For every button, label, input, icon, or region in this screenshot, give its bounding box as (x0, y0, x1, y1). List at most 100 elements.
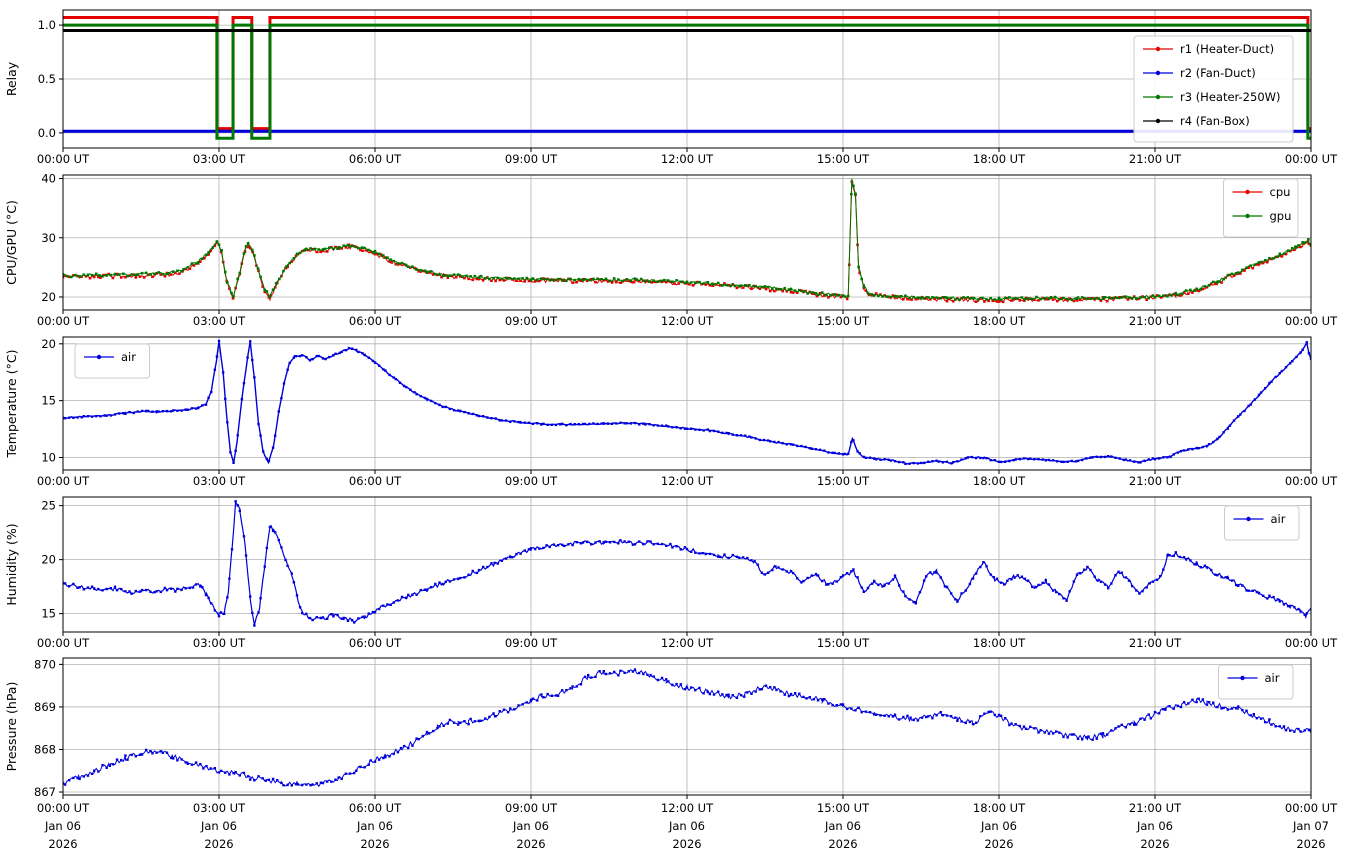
legend-marker-icon (1245, 189, 1250, 195)
y-axis-label: CPU/GPU (°C) (4, 200, 19, 285)
x-tick-label: 00:00 UT (1285, 636, 1338, 650)
legend-label: air (121, 350, 136, 364)
x-date-label: Jan 06 (512, 819, 549, 833)
x-tick-label: 18:00 UT (973, 474, 1026, 488)
x-tick-label: 09:00 UT (505, 314, 558, 328)
legend-label: air (1271, 512, 1286, 526)
x-date-label: Jan 06 (200, 819, 237, 833)
x-year-label: 2026 (828, 837, 857, 851)
legend: cpu gpu (1223, 178, 1299, 238)
x-year-label: 2026 (204, 837, 233, 851)
x-tick-label: 21:00 UT (1129, 152, 1182, 166)
x-tick-label: 15:00 UT (817, 152, 870, 166)
legend-label: r1 (Heater-Duct) (1180, 42, 1274, 56)
x-tick-label: 15:00 UT (817, 636, 870, 650)
x-tick-label: 12:00 UT (661, 152, 714, 166)
x-year-label: 2026 (672, 837, 701, 851)
panel-cpu-gpu-c: 00:00 UT 03:00 UT 06:00 UT 09:00 UT 12:00 UT… (4, 172, 1338, 328)
x-tick-label: 06:00 UT (349, 801, 402, 815)
x-tick-label: 00:00 UT (1285, 474, 1338, 488)
legend-label: air (1265, 671, 1280, 685)
panel-temperature-c: 00:00 UT 03:00 UT 06:00 UT 09:00 UT 12:00 UT… (4, 336, 1338, 488)
x-tick-label: 12:00 UT (661, 636, 714, 650)
x-tick-label: 18:00 UT (973, 314, 1026, 328)
x-tick-label: 15:00 UT (817, 801, 870, 815)
x-tick-label: 03:00 UT (193, 801, 246, 815)
x-year-label: 2026 (516, 837, 545, 851)
y-tick-label: 20 (41, 553, 56, 567)
legend-marker-icon (1245, 213, 1250, 219)
x-tick-label: 00:00 UT (37, 474, 90, 488)
legend-label: cpu (1270, 185, 1291, 199)
legend: r1 (Heater-Duct) r2 (Fan-Duct) r3 (Heater-… (1133, 35, 1294, 143)
y-axis-label: Temperature (°C) (4, 350, 19, 459)
x-tick-label: 12:00 UT (661, 314, 714, 328)
x-date-label: Jan 06 (44, 819, 81, 833)
x-tick-label: 00:00 UT (37, 801, 90, 815)
x-tick-label: 03:00 UT (193, 152, 246, 166)
legend: air (74, 343, 150, 379)
y-tick-label: 20 (41, 290, 56, 304)
x-tick-label: 03:00 UT (193, 314, 246, 328)
x-tick-label: 18:00 UT (973, 152, 1026, 166)
panel-pressure-hpa: 00:00 UT Jan 06 2026 03:00 UT Jan 06 2026 06:0… (4, 657, 1338, 851)
x-date-label: Jan 06 (668, 819, 705, 833)
y-tick-label: 1.0 (38, 18, 56, 32)
y-tick-label: 870 (34, 657, 56, 671)
x-date-label: Jan 06 (1136, 819, 1173, 833)
x-year-label: 2026 (360, 837, 389, 851)
x-tick-label: 12:00 UT (661, 474, 714, 488)
y-tick-label: 25 (41, 499, 56, 513)
x-tick-label: 09:00 UT (505, 801, 558, 815)
axis-ticks (59, 178, 1312, 314)
x-tick-label: 00:00 UT (37, 152, 90, 166)
legend: air (1218, 664, 1294, 700)
series-group (63, 500, 1311, 627)
x-tick-label: 21:00 UT (1129, 474, 1182, 488)
legend-label: r2 (Fan-Duct) (1180, 66, 1256, 80)
series-line-r3-heater-250w- (63, 23, 1311, 140)
x-year-label: 2026 (984, 837, 1013, 851)
axis-ticks (59, 343, 1312, 474)
legend-label: r4 (Fan-Box) (1180, 114, 1250, 128)
axis-ticks (59, 505, 1312, 636)
x-tick-label: 00:00 UT (1285, 314, 1338, 328)
legend-marker-icon (1155, 118, 1161, 124)
x-tick-label: 18:00 UT (973, 636, 1026, 650)
series-group (63, 178, 1311, 304)
legend-label: r3 (Heater-250W) (1180, 90, 1281, 104)
x-tick-label: 21:00 UT (1129, 636, 1182, 650)
legend: air (1224, 505, 1300, 541)
legend-marker-icon (1246, 516, 1251, 522)
x-tick-label: 15:00 UT (817, 474, 870, 488)
x-tick-label: 21:00 UT (1129, 801, 1182, 815)
y-tick-label: 20 (41, 337, 56, 351)
x-tick-label: 06:00 UT (349, 636, 402, 650)
x-date-label: Jan 06 (356, 819, 393, 833)
y-tick-label: 15 (41, 394, 56, 408)
y-tick-label: 867 (34, 785, 56, 799)
y-tick-label: 0.0 (38, 126, 56, 140)
y-tick-label: 10 (41, 450, 56, 464)
legend-marker-icon (1155, 46, 1161, 52)
x-tick-label: 12:00 UT (661, 801, 714, 815)
x-tick-label: 06:00 UT (349, 474, 402, 488)
y-tick-label: 868 (34, 742, 56, 756)
x-tick-label: 00:00 UT (37, 636, 90, 650)
axis-ticks (59, 24, 1312, 152)
y-tick-label: 0.5 (38, 72, 56, 86)
x-tick-label: 03:00 UT (193, 636, 246, 650)
x-tick-label: 09:00 UT (505, 636, 558, 650)
series-group (63, 339, 1311, 465)
y-axis-label: Humidity (%) (4, 523, 19, 605)
series-markers-gpu (63, 184, 1311, 302)
legend-label: gpu (1270, 209, 1292, 223)
panel-humidity: 00:00 UT 03:00 UT 06:00 UT 09:00 UT 12:00 UT… (4, 496, 1338, 650)
panel-relay: 00:00 UT 03:00 UT 06:00 UT 09:00 UT 12:00 UT… (4, 9, 1338, 166)
y-axis-label: Relay (4, 61, 19, 96)
x-tick-label: 06:00 UT (349, 152, 402, 166)
y-axis-label: Pressure (hPa) (4, 682, 19, 772)
